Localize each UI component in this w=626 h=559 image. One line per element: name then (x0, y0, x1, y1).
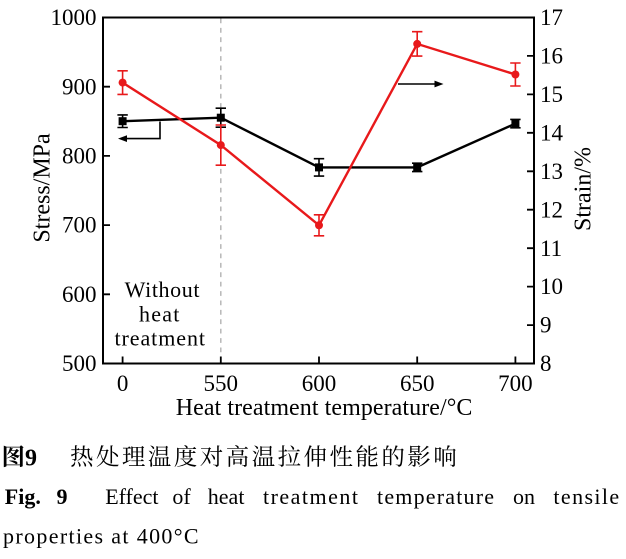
svg-text:heat: heat (208, 484, 245, 509)
svg-text:8: 8 (540, 351, 552, 376)
svg-text:of: of (172, 484, 191, 509)
svg-text:Stress/MPa: Stress/MPa (30, 133, 56, 243)
svg-text:9: 9 (540, 313, 552, 338)
svg-text:on: on (513, 484, 535, 509)
svg-text:Heat treatment temperature/°C: Heat treatment temperature/°C (176, 395, 473, 421)
svg-text:temperature: temperature (377, 484, 494, 509)
svg-text:11: 11 (540, 236, 562, 261)
svg-text:Fig.: Fig. (5, 484, 41, 509)
svg-text:Strain/%: Strain/% (570, 147, 596, 231)
svg-text:Without: Without (125, 277, 200, 302)
svg-text:800: 800 (62, 144, 97, 169)
svg-text:500: 500 (62, 351, 97, 376)
svg-text:600: 600 (62, 282, 97, 307)
svg-text:14: 14 (540, 120, 564, 145)
svg-text:Effect: Effect (105, 484, 158, 509)
svg-text:12: 12 (540, 197, 563, 222)
svg-text:heat: heat (139, 302, 179, 327)
svg-text:treatment: treatment (115, 326, 206, 351)
svg-text:tensile: tensile (553, 484, 619, 509)
svg-text:treatment: treatment (263, 484, 358, 509)
svg-text:9: 9 (57, 484, 68, 509)
svg-text:700: 700 (62, 213, 97, 238)
svg-text:9: 9 (25, 446, 37, 472)
svg-text:13: 13 (540, 159, 563, 184)
svg-text:900: 900 (62, 74, 97, 99)
svg-text:0: 0 (117, 371, 129, 396)
svg-text:600: 600 (302, 371, 337, 396)
svg-text:15: 15 (540, 82, 563, 107)
svg-text:10: 10 (540, 274, 563, 299)
svg-text:properties at 400°C: properties at 400°C (3, 524, 199, 549)
svg-text:550: 550 (204, 371, 239, 396)
svg-text:17: 17 (540, 5, 563, 30)
svg-text:700: 700 (498, 371, 533, 396)
svg-text:16: 16 (540, 44, 563, 69)
svg-text:650: 650 (400, 371, 435, 396)
svg-text:1000: 1000 (51, 5, 97, 30)
